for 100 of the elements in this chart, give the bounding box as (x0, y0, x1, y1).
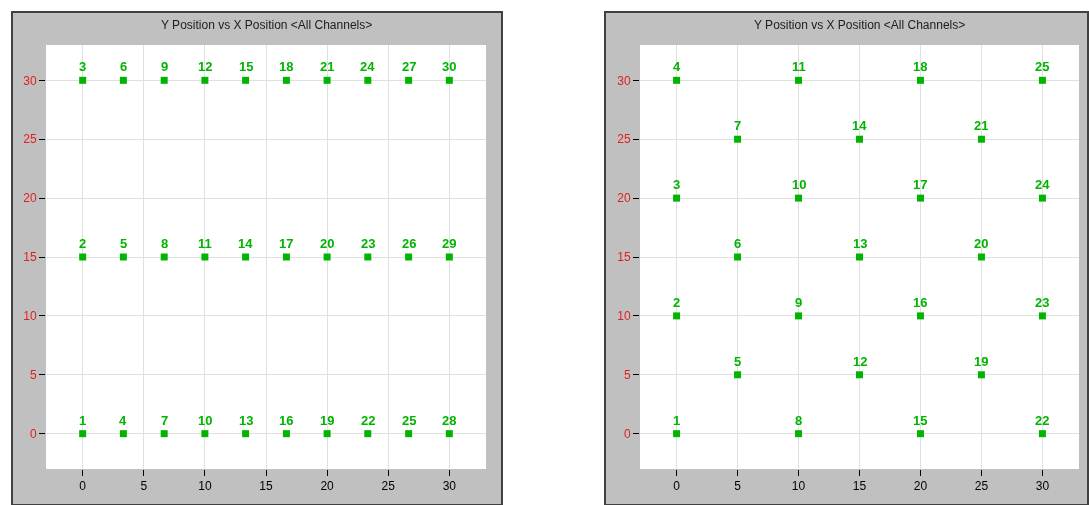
annotation: 3 (79, 59, 87, 74)
point (673, 312, 681, 320)
annotation: 5 (734, 354, 742, 369)
y-tick-label: 5 (623, 367, 631, 382)
chart-title: Y Position vs X Position <All Channels> (161, 18, 373, 32)
annotation: 20 (974, 236, 989, 251)
point (201, 253, 209, 261)
y-tick-label: 5 (29, 367, 37, 382)
annotation: 25 (1035, 59, 1050, 74)
y-tick-label: 30 (617, 73, 631, 88)
point (79, 430, 87, 438)
point (323, 430, 331, 438)
point (977, 371, 985, 379)
annotation: 6 (120, 59, 128, 74)
point (673, 430, 681, 438)
annotation: 18 (913, 59, 928, 74)
annotation: 11 (198, 236, 212, 251)
point (734, 253, 742, 261)
point (323, 253, 331, 261)
point (977, 253, 985, 261)
point (1038, 430, 1046, 438)
annotation: 4 (119, 413, 127, 428)
point (119, 430, 127, 438)
point (242, 76, 250, 84)
point (79, 253, 87, 261)
annotation: 21 (320, 59, 335, 74)
point (916, 430, 924, 438)
point (734, 371, 742, 379)
y-tick-label: 30 (23, 73, 37, 88)
y-tick-label: 15 (617, 250, 631, 265)
x-tick-label: 25 (974, 479, 989, 494)
annotation: 9 (161, 59, 169, 74)
point (856, 135, 863, 143)
point (364, 76, 372, 84)
annotation: 20 (320, 236, 335, 251)
point (795, 430, 803, 438)
x-tick-label: 10 (198, 479, 212, 494)
annotation: 19 (320, 413, 335, 428)
point (795, 76, 803, 84)
point (795, 194, 803, 202)
point (916, 312, 924, 320)
y-tick-label: 10 (617, 309, 631, 324)
annotation: 7 (734, 118, 742, 133)
point (79, 76, 87, 84)
annotation: 1 (673, 413, 681, 428)
point (405, 76, 413, 84)
y-tick-label: 20 (617, 191, 631, 206)
annotation: 23 (1035, 295, 1050, 310)
point (119, 253, 127, 261)
x-tick-label: 30 (442, 479, 457, 494)
point (795, 312, 803, 320)
annotation: 26 (402, 236, 417, 251)
point (673, 194, 681, 202)
annotation: 8 (161, 236, 169, 251)
annotation: 2 (79, 236, 87, 251)
point (364, 430, 372, 438)
point (445, 76, 453, 84)
x-tick-label: 0 (79, 479, 87, 494)
point (242, 253, 250, 261)
y-tick-label: 15 (23, 250, 37, 265)
x-tick-label: 5 (734, 479, 742, 494)
chart-title: Y Position vs X Position <All Channels> (754, 18, 966, 32)
annotation: 14 (852, 118, 868, 133)
annotation: 19 (974, 354, 989, 369)
x-tick-label: 30 (1035, 479, 1050, 494)
x-tick-label: 0 (673, 479, 681, 494)
x-tick-label: 15 (259, 479, 273, 494)
point (673, 76, 681, 84)
annotation: 17 (913, 177, 928, 192)
y-tick-label: 10 (23, 309, 37, 324)
annotation: 10 (198, 413, 213, 428)
annotation: 30 (442, 59, 457, 74)
point (242, 430, 250, 438)
point (1038, 76, 1046, 84)
point (282, 430, 290, 438)
y-tick-label: 25 (617, 132, 631, 147)
annotation: 8 (795, 413, 803, 428)
annotation: 17 (279, 236, 294, 251)
x-tick-label: 20 (913, 479, 928, 494)
annotation: 24 (1035, 177, 1051, 192)
annotation: 14 (238, 236, 254, 251)
annotation: 16 (913, 295, 928, 310)
point (282, 76, 290, 84)
y-tick-label: 0 (623, 426, 631, 441)
point (160, 253, 168, 261)
annotation: 16 (279, 413, 294, 428)
point (201, 76, 209, 84)
point (734, 135, 742, 143)
annotation: 10 (792, 177, 807, 192)
point (405, 430, 413, 438)
point (119, 76, 127, 84)
x-tick-label: 10 (791, 479, 806, 494)
annotation: 11 (792, 59, 806, 74)
point (445, 253, 453, 261)
x-tick-label: 25 (381, 479, 396, 494)
annotation: 15 (239, 59, 254, 74)
annotation: 24 (360, 59, 376, 74)
annotation: 22 (361, 413, 376, 428)
annotation: 9 (795, 295, 803, 310)
point (1038, 194, 1046, 202)
